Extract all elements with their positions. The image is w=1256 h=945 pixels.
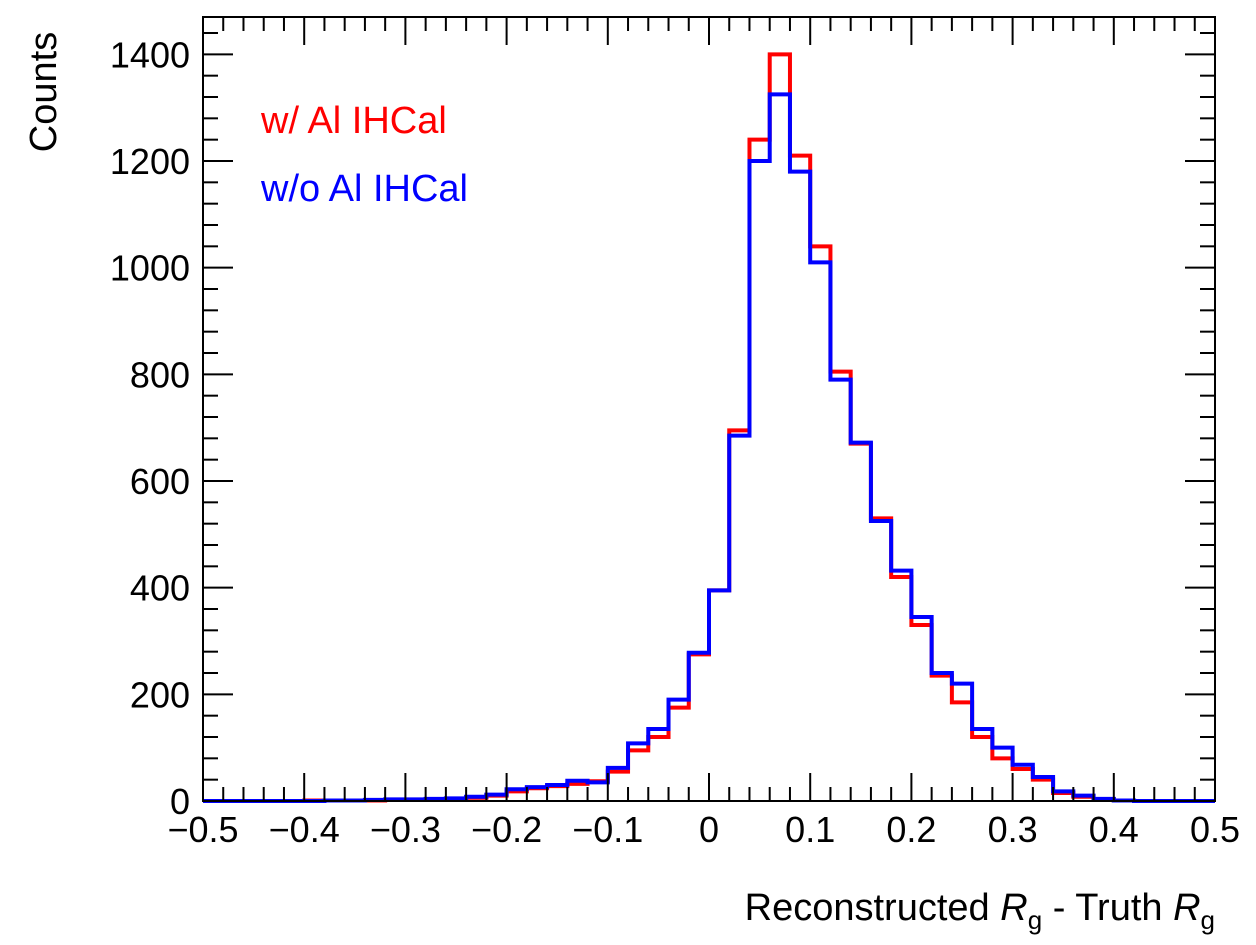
y-tick-label: 600 bbox=[130, 461, 190, 502]
y-tick-label: 1000 bbox=[110, 248, 190, 289]
x-tick-label: −0.3 bbox=[370, 809, 441, 850]
y-axis-title: Counts bbox=[23, 32, 65, 152]
legend: w/ Al IHCal w/o Al IHCal bbox=[260, 100, 468, 210]
x-tick-label: −0.1 bbox=[572, 809, 643, 850]
y-tick-label: 400 bbox=[130, 568, 190, 609]
x-tick-label: 0.4 bbox=[1089, 809, 1139, 850]
x-tick-label: 0.1 bbox=[785, 809, 835, 850]
x-tick-label: −0.5 bbox=[167, 809, 238, 850]
legend-entry: w/o Al IHCal bbox=[260, 168, 468, 210]
series-line-0 bbox=[203, 52, 1215, 803]
x-tick-label: −0.2 bbox=[471, 809, 542, 850]
y-tick-label: 1200 bbox=[110, 141, 190, 182]
y-tick-label: 0 bbox=[170, 781, 190, 822]
x-tick-label: 0.2 bbox=[886, 809, 936, 850]
x-tick-label: 0 bbox=[699, 809, 719, 850]
y-tick-label: 800 bbox=[130, 354, 190, 395]
x-tick-label: −0.4 bbox=[269, 809, 340, 850]
y-tick-label: 1400 bbox=[110, 34, 190, 75]
series-layer bbox=[203, 52, 1215, 803]
y-tick-label: 200 bbox=[130, 674, 190, 715]
ticks-layer: −0.5 −0.4 −0.3 −0.2 −0.1 0 0.1 0.2 0.3 0.4 0.5 0 200… bbox=[110, 17, 1240, 850]
legend-entry: w/ Al IHCal bbox=[260, 100, 447, 142]
x-tick-label: 0.3 bbox=[988, 809, 1038, 850]
x-tick-label: 0.5 bbox=[1190, 809, 1240, 850]
x-axis-title: Reconstructed Rg - Truth Rg bbox=[745, 887, 1215, 935]
